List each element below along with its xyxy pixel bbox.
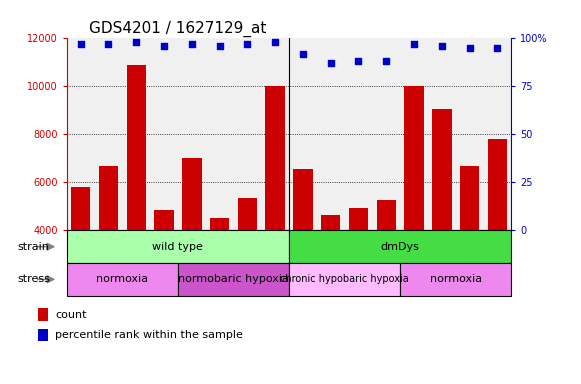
Text: strain: strain xyxy=(17,242,49,252)
Point xyxy=(493,45,502,51)
Text: normoxia: normoxia xyxy=(430,274,482,285)
Point xyxy=(76,41,85,47)
Point xyxy=(354,58,363,65)
Bar xyxy=(460,166,479,230)
Text: count: count xyxy=(55,310,87,320)
Bar xyxy=(71,187,91,230)
Point xyxy=(465,45,474,51)
Bar xyxy=(99,166,118,230)
Text: GDS4201 / 1627129_at: GDS4201 / 1627129_at xyxy=(89,21,267,37)
Text: chronic hypobaric hypoxia: chronic hypobaric hypoxia xyxy=(280,274,409,285)
Point xyxy=(382,58,391,65)
Bar xyxy=(182,158,202,230)
Bar xyxy=(289,263,400,296)
Bar xyxy=(210,218,229,230)
Bar xyxy=(38,329,48,341)
Bar xyxy=(38,308,48,321)
Bar xyxy=(349,208,368,230)
Point xyxy=(215,43,224,49)
Bar xyxy=(127,65,146,230)
Point xyxy=(298,51,307,57)
Text: stress: stress xyxy=(17,274,51,285)
Bar xyxy=(376,200,396,230)
Bar xyxy=(67,230,289,263)
Bar xyxy=(238,198,257,230)
Bar xyxy=(178,263,289,296)
Bar xyxy=(321,215,340,230)
Text: normoxia: normoxia xyxy=(96,274,148,285)
Bar xyxy=(67,263,178,296)
Bar xyxy=(266,86,285,230)
Point xyxy=(326,60,335,66)
Point xyxy=(132,39,141,45)
Point xyxy=(104,41,113,47)
Bar xyxy=(155,210,174,230)
Bar xyxy=(289,230,511,263)
Point xyxy=(243,41,252,47)
Bar xyxy=(293,169,313,230)
Point xyxy=(159,43,168,49)
Bar xyxy=(487,139,507,230)
Text: percentile rank within the sample: percentile rank within the sample xyxy=(55,330,243,340)
Text: dmDys: dmDys xyxy=(381,242,419,252)
Bar xyxy=(432,109,451,230)
Point xyxy=(410,41,419,47)
Bar xyxy=(404,86,424,230)
Point xyxy=(437,43,446,49)
Text: normobaric hypoxia: normobaric hypoxia xyxy=(178,274,289,285)
Point xyxy=(271,39,280,45)
Bar xyxy=(400,263,511,296)
Text: wild type: wild type xyxy=(152,242,203,252)
Point xyxy=(187,41,196,47)
